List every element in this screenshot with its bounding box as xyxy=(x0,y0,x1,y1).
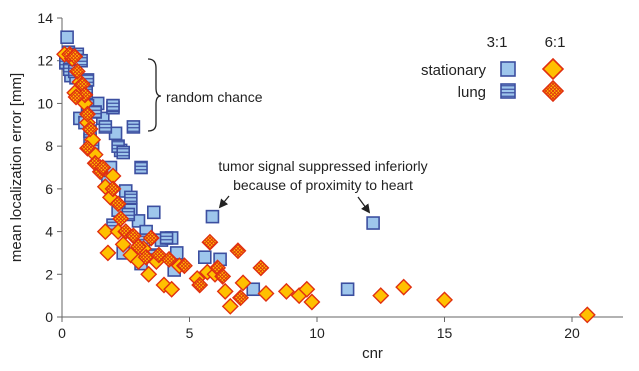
x-tick-label: 15 xyxy=(437,325,453,341)
tumor-arrow-left xyxy=(218,195,230,209)
legend-marker-stationary-3-1 xyxy=(500,61,516,77)
legend-label-lung: lung xyxy=(458,84,486,101)
point-diamond xyxy=(216,282,234,300)
point-diamond xyxy=(201,233,219,251)
legend-column-header-6-1: 6:1 xyxy=(545,34,566,51)
point-square xyxy=(198,250,212,264)
point-diamond xyxy=(79,105,96,123)
x-tick-label: 0 xyxy=(58,325,66,341)
point-square xyxy=(340,282,355,297)
point-square xyxy=(98,120,113,134)
tumor-signal-line-1: tumor signal suppressed inferiorly xyxy=(218,158,427,174)
point-diamond xyxy=(303,293,321,311)
point-diamond xyxy=(372,287,390,305)
y-tick-label: 0 xyxy=(45,309,53,325)
point-diamond xyxy=(81,120,99,138)
point-diamond xyxy=(298,280,316,298)
point-diamond xyxy=(104,180,122,198)
tumor-signal-line-2: because of proximity to heart xyxy=(233,177,413,193)
axes: 0 5 10 15 20 0 2 4 6 8 10 12 14 cnr mean localization … xyxy=(8,10,623,362)
point-diamond xyxy=(76,86,94,104)
point-square xyxy=(205,209,220,224)
legend-marker-lung-3-1 xyxy=(500,83,516,99)
point-diamond xyxy=(140,265,158,283)
point-square xyxy=(147,205,161,220)
point-diamond xyxy=(94,159,112,176)
x-tick-label: 5 xyxy=(186,325,194,341)
point-square xyxy=(116,145,130,160)
y-tick-label: 10 xyxy=(37,95,53,111)
y-tick-label: 12 xyxy=(37,53,53,69)
point-diamond xyxy=(67,88,85,106)
point-diamond xyxy=(142,229,160,247)
legend-column-header-3-1: 3:1 xyxy=(487,34,508,51)
point-square xyxy=(134,160,148,175)
x-tick-label: 20 xyxy=(564,325,580,341)
point-diamond xyxy=(79,139,96,157)
tumor-arrow-right xyxy=(357,196,371,214)
x-axis-title: cnr xyxy=(362,345,383,362)
point-diamond xyxy=(257,285,275,302)
point-diamond xyxy=(160,250,178,268)
point-diamond xyxy=(221,297,239,315)
legend: 3:1 6:1 stationary lung xyxy=(421,34,566,103)
random-chance-label: random chance xyxy=(166,89,263,105)
point-diamond xyxy=(66,47,84,65)
point-square xyxy=(246,282,261,297)
point-diamond xyxy=(68,62,86,80)
y-tick-label: 6 xyxy=(45,181,53,197)
point-diamond xyxy=(229,242,247,260)
point-diamond xyxy=(130,238,147,256)
point-diamond xyxy=(96,223,114,241)
point-diamond xyxy=(234,274,252,292)
point-diamond xyxy=(395,278,413,296)
point-diamond xyxy=(191,276,209,294)
point-square xyxy=(60,30,74,45)
y-tick-label: 4 xyxy=(45,224,53,240)
random-chance-brace xyxy=(147,58,162,132)
y-axis-title: mean localization error [mm] xyxy=(8,73,25,262)
y-tick-label: 14 xyxy=(37,10,53,26)
legend-marker-stationary-6-1 xyxy=(541,57,565,81)
annotations: random chance tumor signal suppressed in… xyxy=(147,58,428,214)
legend-label-stationary: stationary xyxy=(421,62,487,79)
y-tick-label: 8 xyxy=(45,138,53,154)
point-square xyxy=(366,216,380,230)
point-diamond xyxy=(214,267,232,285)
point-diamond xyxy=(163,280,181,298)
point-diamond xyxy=(232,289,249,307)
point-diamond xyxy=(578,306,596,324)
point-diamond xyxy=(175,257,193,275)
x-tick-label: 10 xyxy=(309,325,325,341)
point-square xyxy=(159,231,174,245)
point-diamond xyxy=(252,259,270,277)
point-square xyxy=(124,190,138,205)
point-diamond xyxy=(436,291,453,309)
point-diamond xyxy=(99,244,117,262)
point-diamond xyxy=(114,235,132,253)
data-points xyxy=(56,30,596,324)
point-diamond xyxy=(109,195,127,213)
point-diamond xyxy=(112,210,130,228)
y-tick-label: 2 xyxy=(45,266,53,282)
legend-marker-lung-6-1 xyxy=(541,79,565,103)
point-square xyxy=(106,98,120,113)
point-square xyxy=(126,120,141,134)
point-diamond xyxy=(277,282,295,300)
series-lung-6-1 xyxy=(61,45,270,307)
